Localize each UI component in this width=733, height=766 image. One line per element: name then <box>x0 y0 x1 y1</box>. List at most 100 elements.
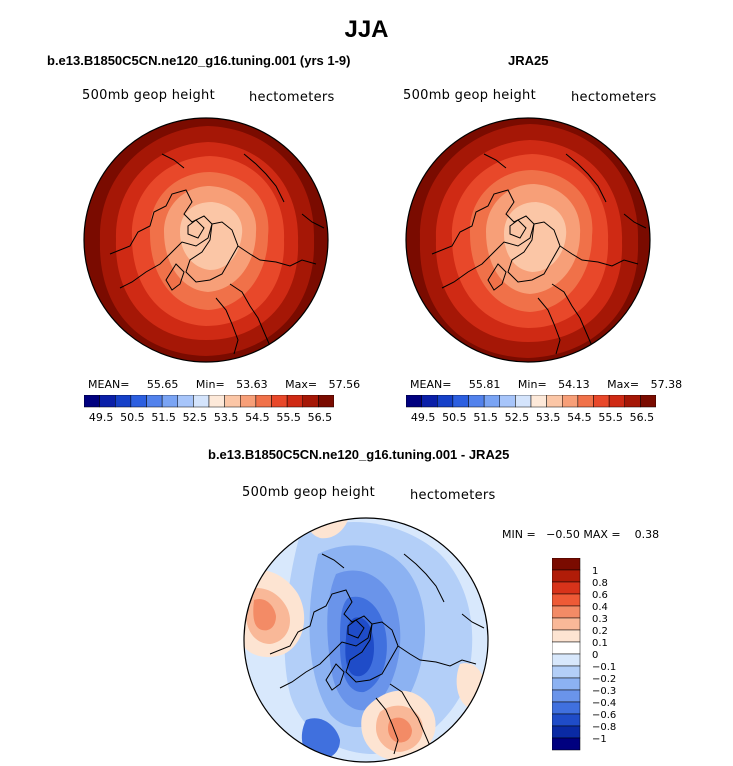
colorbar-tick-label: 51.5 <box>151 411 176 424</box>
colorbar-tick-label: 54.5 <box>567 411 592 424</box>
colorbar-swatch <box>406 395 422 408</box>
colorbar-swatch <box>177 395 194 408</box>
colorbar-swatch <box>552 569 581 583</box>
min-label: Min= <box>517 378 547 391</box>
panel-units-label-model: hectometers <box>249 90 335 105</box>
colorbar-diff: 10.80.60.40.30.20.10−0.1−0.2−0.3−0.4−0.6… <box>552 558 616 751</box>
colorbar-swatch <box>161 395 178 408</box>
colorbar-swatch <box>499 395 516 408</box>
colorbar-tick-label: 50.5 <box>120 411 145 424</box>
colorbar-tick-label: 0.3 <box>592 614 608 625</box>
colorbar-swatch <box>552 725 581 739</box>
colorbar-swatch <box>530 395 547 408</box>
colorbar-swatch <box>193 395 210 408</box>
colorbar-tick-label: 0.8 <box>592 578 608 589</box>
colorbar-swatch <box>552 701 581 715</box>
colorbar-swatch <box>552 713 581 727</box>
coastlines <box>431 153 647 361</box>
colorbar-tick-label: 52.5 <box>183 411 208 424</box>
colorbar-swatch <box>130 395 147 408</box>
colorbar-swatch <box>546 395 563 408</box>
colorbar-obs: 49.5 50.5 51.5 52.5 53.5 54.5 55.5 56.5 <box>406 395 656 424</box>
colorbar-tick-label: 55.5 <box>276 411 301 424</box>
colorbar-swatch <box>608 395 625 408</box>
panel-title-diff: b.e13.B1850C5CN.ne120_g16.tuning.001 - J… <box>208 447 510 462</box>
colorbar-swatch <box>577 395 594 408</box>
panel-variable-label-model: 500mb geop height <box>82 88 215 103</box>
colorbar-tick-label: −0.1 <box>592 662 616 673</box>
colorbar-tick-label: 51.5 <box>473 411 498 424</box>
colorbar-swatch <box>552 737 581 751</box>
mean-label: MEAN= <box>410 378 452 391</box>
colorbar-tick-label: 52.5 <box>505 411 530 424</box>
colorbar-swatch <box>593 395 610 408</box>
polar-map-diff <box>243 517 489 763</box>
stats-obs: MEAN= 55.81 Min= 54.13 Max= 57.38 <box>410 378 682 391</box>
colorbar-tick-label: −0.2 <box>592 674 616 685</box>
colorbar-tick-label: 0.1 <box>592 638 608 649</box>
figure-title: JJA <box>344 16 389 43</box>
colorbar-swatch <box>271 395 288 408</box>
stats-model: MEAN= 55.65 Min= 53.63 Max= 57.56 <box>88 378 360 391</box>
colorbar-swatch <box>84 395 100 408</box>
colorbar-tick-label: −0.8 <box>592 722 616 733</box>
colorbar-tick-label: 56.5 <box>630 411 655 424</box>
panel-title-model: b.e13.B1850C5CN.ne120_g16.tuning.001 (yr… <box>47 53 351 68</box>
colorbar-tick-label: 0.6 <box>592 590 608 601</box>
colorbar-swatch <box>552 605 581 619</box>
diff-pos-west-0p2 <box>253 598 276 631</box>
max-value: 57.56 <box>328 378 361 391</box>
colorbar-model: 49.5 50.5 51.5 52.5 53.5 54.5 55.5 56.5 <box>84 395 334 424</box>
colorbar-swatch <box>552 593 581 607</box>
colorbar-swatch <box>302 395 319 408</box>
colorbar-swatch <box>483 395 500 408</box>
diff-pos-south-0p2 <box>388 717 412 743</box>
max-value: 57.38 <box>650 378 683 391</box>
panel-variable-label-diff: 500mb geop height <box>242 485 375 500</box>
colorbar-swatch <box>552 641 581 655</box>
colorbar-swatch <box>255 395 272 408</box>
colorbar-tick-label: 0.4 <box>592 602 608 613</box>
colorbar-swatch <box>640 395 656 408</box>
polar-map-model <box>83 117 329 363</box>
min-value: 54.13 <box>558 378 590 391</box>
colorbar-tick-label: 50.5 <box>442 411 467 424</box>
colorbar-swatch <box>286 395 303 408</box>
diff-neg-0p6 <box>345 617 374 677</box>
colorbar-swatch <box>452 395 469 408</box>
colorbar-swatch <box>552 581 581 595</box>
colorbar-tick-label: −0.6 <box>592 710 616 721</box>
colorbar-swatch <box>146 395 163 408</box>
colorbar-tick-label: 49.5 <box>411 411 436 424</box>
colorbar-swatch <box>515 395 532 408</box>
min-value: 53.63 <box>236 378 268 391</box>
colorbar-tick-label: −1 <box>592 734 607 745</box>
colorbar-swatch <box>552 629 581 643</box>
colorbar-swatch <box>624 395 641 408</box>
colorbar-swatch <box>208 395 225 408</box>
colorbar-tick-label: 54.5 <box>245 411 270 424</box>
mean-label: MEAN= <box>88 378 130 391</box>
colorbar-swatch <box>240 395 257 408</box>
panel-title-obs: JRA25 <box>508 53 549 68</box>
colorbar-swatch <box>437 395 454 408</box>
colorbar-tick-label: 1 <box>592 566 598 577</box>
colorbar-tick-label: 53.5 <box>536 411 561 424</box>
colorbar-tick-label: 0.2 <box>592 626 608 637</box>
colorbar-swatch <box>99 395 116 408</box>
colorbar-tick-label: −0.3 <box>592 686 616 697</box>
colorbar-swatch <box>562 395 579 408</box>
colorbar-swatch <box>552 617 581 631</box>
colorbar-swatch <box>224 395 241 408</box>
colorbar-tick-label: 0 <box>592 650 598 661</box>
polar-map-obs <box>405 117 651 363</box>
colorbar-swatch <box>421 395 438 408</box>
panel-variable-label-obs: 500mb geop height <box>403 88 536 103</box>
min-label: Min= <box>195 378 225 391</box>
colorbar-swatch <box>552 689 581 703</box>
colorbar-tick-label: −0.4 <box>592 698 616 709</box>
coastlines <box>109 153 325 361</box>
colorbar-tick-label: 53.5 <box>214 411 239 424</box>
contour-band-53p5 <box>180 202 243 270</box>
colorbar-swatch <box>468 395 485 408</box>
